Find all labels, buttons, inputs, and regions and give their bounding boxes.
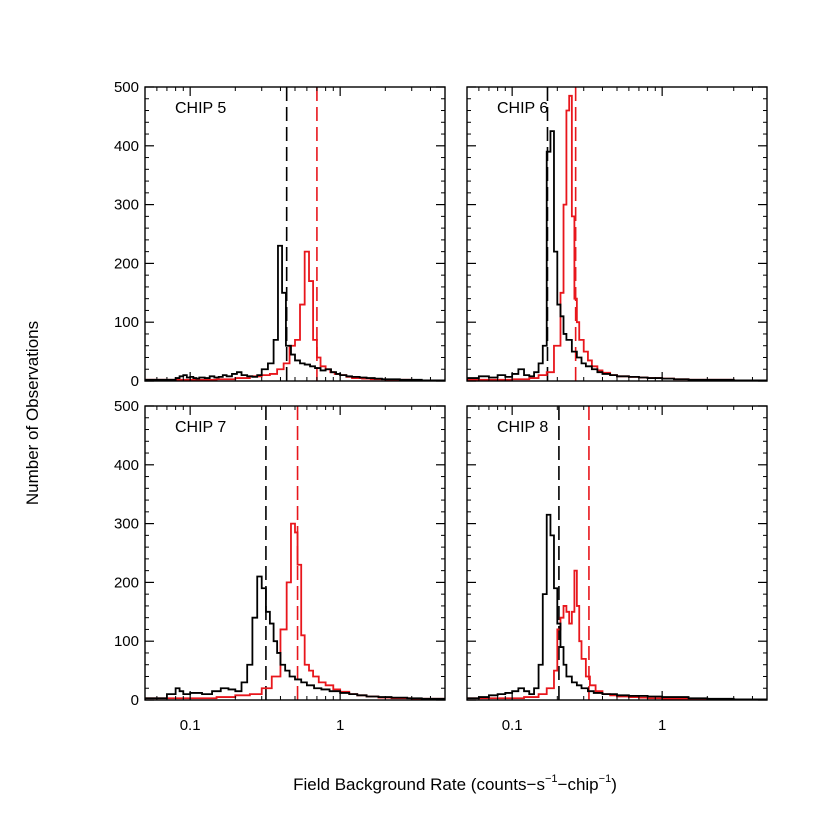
panel-frame — [144, 86, 446, 382]
x-axis-title-end: ) — [611, 775, 617, 794]
y-tick-label: 400 — [114, 457, 139, 474]
y-axis-title: Number of Observations — [23, 321, 42, 505]
y-tick-label: 0 — [131, 692, 139, 709]
y-tick-label: 500 — [114, 79, 139, 96]
y-tick-label: 400 — [114, 138, 139, 155]
panel-label: CHIP 7 — [175, 419, 226, 436]
red-histogram — [145, 522, 445, 700]
y-tick-label: 200 — [114, 255, 139, 272]
x-axis-title: Field Background Rate (counts−s−1−chip−1… — [293, 773, 617, 794]
plot-area — [145, 406, 445, 700]
panel-2: CHIP 6 — [466, 86, 768, 382]
x-tick-label: 1 — [336, 717, 344, 734]
red-histogram — [467, 94, 767, 381]
y-tick-label: 100 — [114, 633, 139, 650]
panel-frame — [466, 86, 768, 382]
red-histogram — [467, 569, 767, 700]
panel-label: CHIP 6 — [497, 100, 548, 117]
panel-label: CHIP 8 — [497, 419, 548, 436]
y-tick-label: 100 — [114, 314, 139, 331]
panel-frame — [144, 405, 446, 701]
y-tick-label: 0 — [131, 373, 139, 390]
x-axis-title-main: Field Background Rate (counts−s — [293, 775, 545, 794]
black-histogram — [145, 244, 445, 381]
plot-area — [467, 406, 767, 700]
panel-1: 0 100 200 300 400 500 CHIP 5 — [114, 79, 446, 390]
x-tick-label: 0.1 — [180, 717, 201, 734]
x-axis-title-exp2: −1 — [599, 773, 612, 785]
x-tick-label: 0.1 — [502, 717, 523, 734]
plot-area — [145, 87, 445, 381]
black-histogram — [467, 130, 767, 381]
panel-4: 0.1 1 CHIP 8 — [466, 405, 768, 734]
x-axis-title-exp1: −1 — [545, 773, 558, 785]
y-tick-label: 200 — [114, 574, 139, 591]
panel-frame — [466, 405, 768, 701]
y-tick-label: 300 — [114, 197, 139, 214]
plot-area — [467, 87, 767, 381]
y-tick-label: 500 — [114, 398, 139, 415]
x-tick-label: 1 — [658, 717, 666, 734]
red-histogram — [145, 250, 445, 381]
black-histogram — [467, 513, 767, 700]
panel-label: CHIP 5 — [175, 100, 226, 117]
black-histogram — [145, 575, 445, 700]
panels-group: 0 100 200 300 400 500 CHIP 5 CHIP 6 0 100 200 300 40… — [114, 79, 768, 734]
x-axis-title-mid: −chip — [558, 775, 599, 794]
panel-3: 0 100 200 300 400 500 0.1 1 CHIP 7 — [114, 398, 446, 734]
y-tick-label: 300 — [114, 516, 139, 533]
